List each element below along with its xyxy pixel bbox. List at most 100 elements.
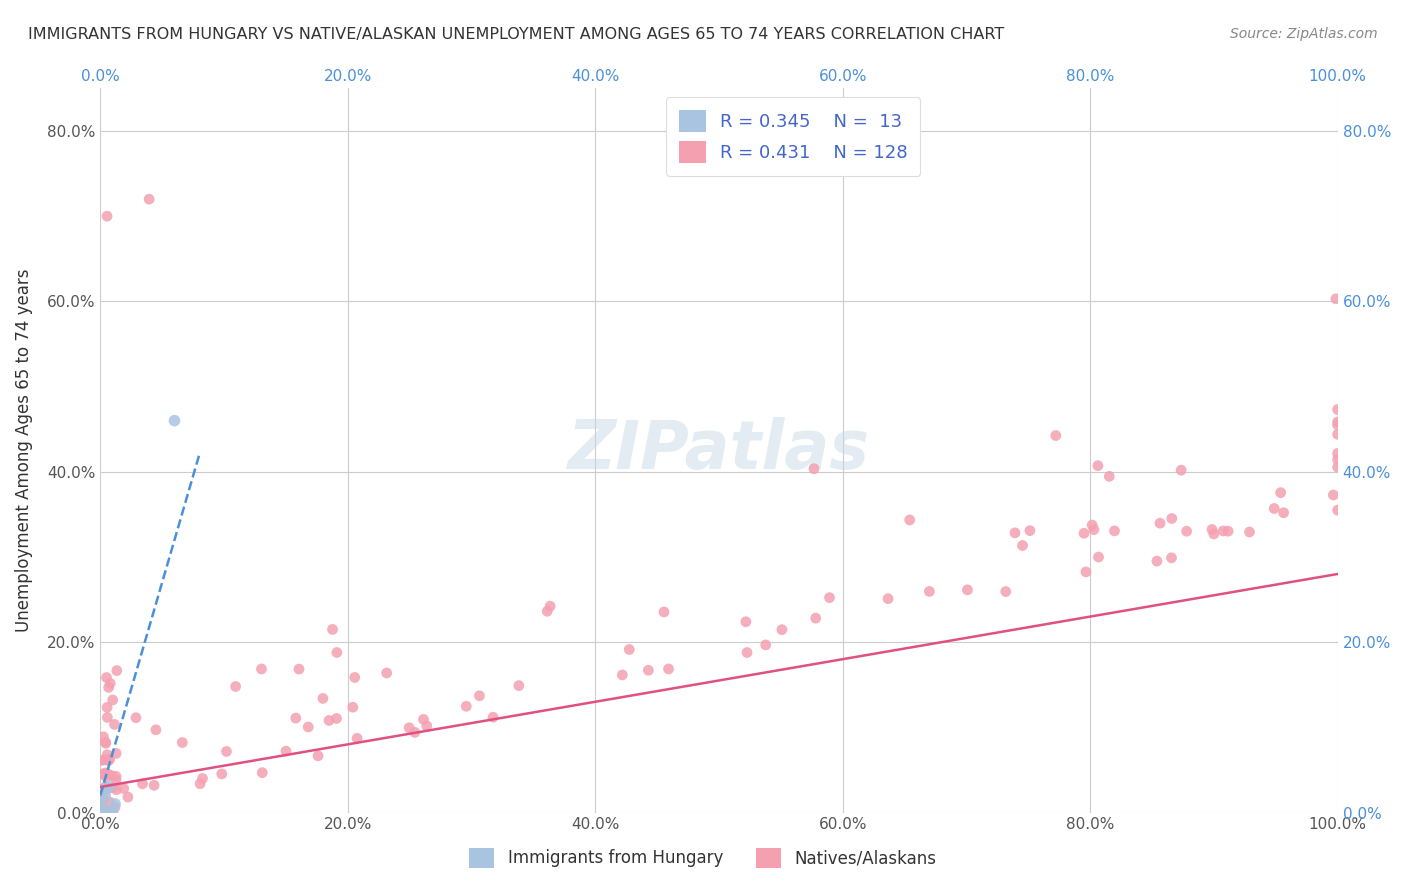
Point — [103, 717, 125, 731]
Point — [105, 747, 128, 761]
Point — [877, 591, 900, 606]
Point — [1170, 463, 1192, 477]
Point — [93, 730, 115, 744]
Text: ZIPatlas: ZIPatlas — [568, 417, 870, 483]
Point — [375, 665, 398, 680]
Point — [163, 414, 186, 428]
Point — [96, 805, 118, 820]
Point — [188, 777, 211, 791]
Point — [90, 797, 112, 811]
Point — [98, 805, 121, 820]
Point — [1326, 402, 1348, 417]
Point — [342, 700, 364, 714]
Point — [1074, 565, 1097, 579]
Point — [307, 748, 329, 763]
Point — [94, 789, 117, 803]
Point — [105, 782, 128, 797]
Point — [1272, 506, 1295, 520]
Point — [1201, 523, 1223, 537]
Point — [288, 662, 311, 676]
Point — [96, 766, 118, 780]
Legend: Immigrants from Hungary, Natives/Alaskans: Immigrants from Hungary, Natives/Alaskan… — [463, 841, 943, 875]
Point — [96, 209, 118, 223]
Point — [104, 800, 127, 814]
Point — [538, 599, 561, 614]
Point — [1216, 524, 1239, 539]
Point — [89, 805, 111, 820]
Point — [735, 646, 758, 660]
Point — [98, 676, 121, 690]
Point — [96, 700, 118, 714]
Point — [94, 736, 117, 750]
Point — [96, 781, 118, 796]
Point — [98, 795, 121, 809]
Point — [1202, 527, 1225, 541]
Point — [93, 802, 115, 816]
Point — [416, 719, 439, 733]
Point — [468, 689, 491, 703]
Point — [1326, 503, 1348, 517]
Point — [482, 710, 505, 724]
Point — [1087, 550, 1109, 565]
Point — [1326, 417, 1348, 432]
Point — [1326, 427, 1348, 442]
Point — [97, 780, 120, 794]
Point — [1326, 460, 1348, 475]
Point — [94, 735, 117, 749]
Point — [1160, 511, 1182, 525]
Point — [172, 735, 194, 749]
Point — [343, 670, 366, 684]
Point — [297, 720, 319, 734]
Point — [96, 671, 118, 685]
Point — [1212, 524, 1234, 538]
Point — [97, 805, 120, 820]
Point — [734, 615, 756, 629]
Point — [191, 772, 214, 786]
Point — [225, 680, 247, 694]
Point — [96, 710, 118, 724]
Point — [1073, 526, 1095, 541]
Point — [97, 681, 120, 695]
Point — [1326, 415, 1348, 429]
Point — [105, 769, 128, 783]
Point — [1263, 501, 1285, 516]
Point — [456, 699, 478, 714]
Point — [918, 584, 941, 599]
Point — [90, 805, 112, 820]
Point — [90, 782, 112, 797]
Point — [250, 662, 273, 676]
Point — [101, 693, 124, 707]
Point — [143, 778, 166, 792]
Point — [1149, 516, 1171, 531]
Point — [112, 781, 135, 796]
Point — [93, 805, 115, 820]
Point — [211, 767, 233, 781]
Point — [508, 679, 530, 693]
Point — [1081, 518, 1104, 533]
Point — [104, 772, 127, 787]
Point — [104, 797, 127, 811]
Point — [274, 744, 297, 758]
Point — [252, 765, 274, 780]
Point — [98, 752, 121, 766]
Point — [117, 790, 139, 805]
Point — [97, 754, 120, 768]
Point — [1239, 524, 1261, 539]
Point — [125, 711, 148, 725]
Point — [94, 780, 117, 795]
Point — [318, 714, 340, 728]
Point — [803, 461, 825, 475]
Point — [818, 591, 841, 605]
Point — [657, 662, 679, 676]
Point — [1160, 550, 1182, 565]
Point — [770, 623, 793, 637]
Point — [322, 623, 344, 637]
Point — [90, 753, 112, 767]
Point — [612, 668, 634, 682]
Point — [138, 192, 160, 206]
Point — [1083, 523, 1105, 537]
Point — [619, 642, 641, 657]
Text: IMMIGRANTS FROM HUNGARY VS NATIVE/ALASKAN UNEMPLOYMENT AMONG AGES 65 TO 74 YEARS: IMMIGRANTS FROM HUNGARY VS NATIVE/ALASKA… — [28, 27, 1004, 42]
Point — [536, 604, 558, 618]
Point — [1324, 292, 1347, 306]
